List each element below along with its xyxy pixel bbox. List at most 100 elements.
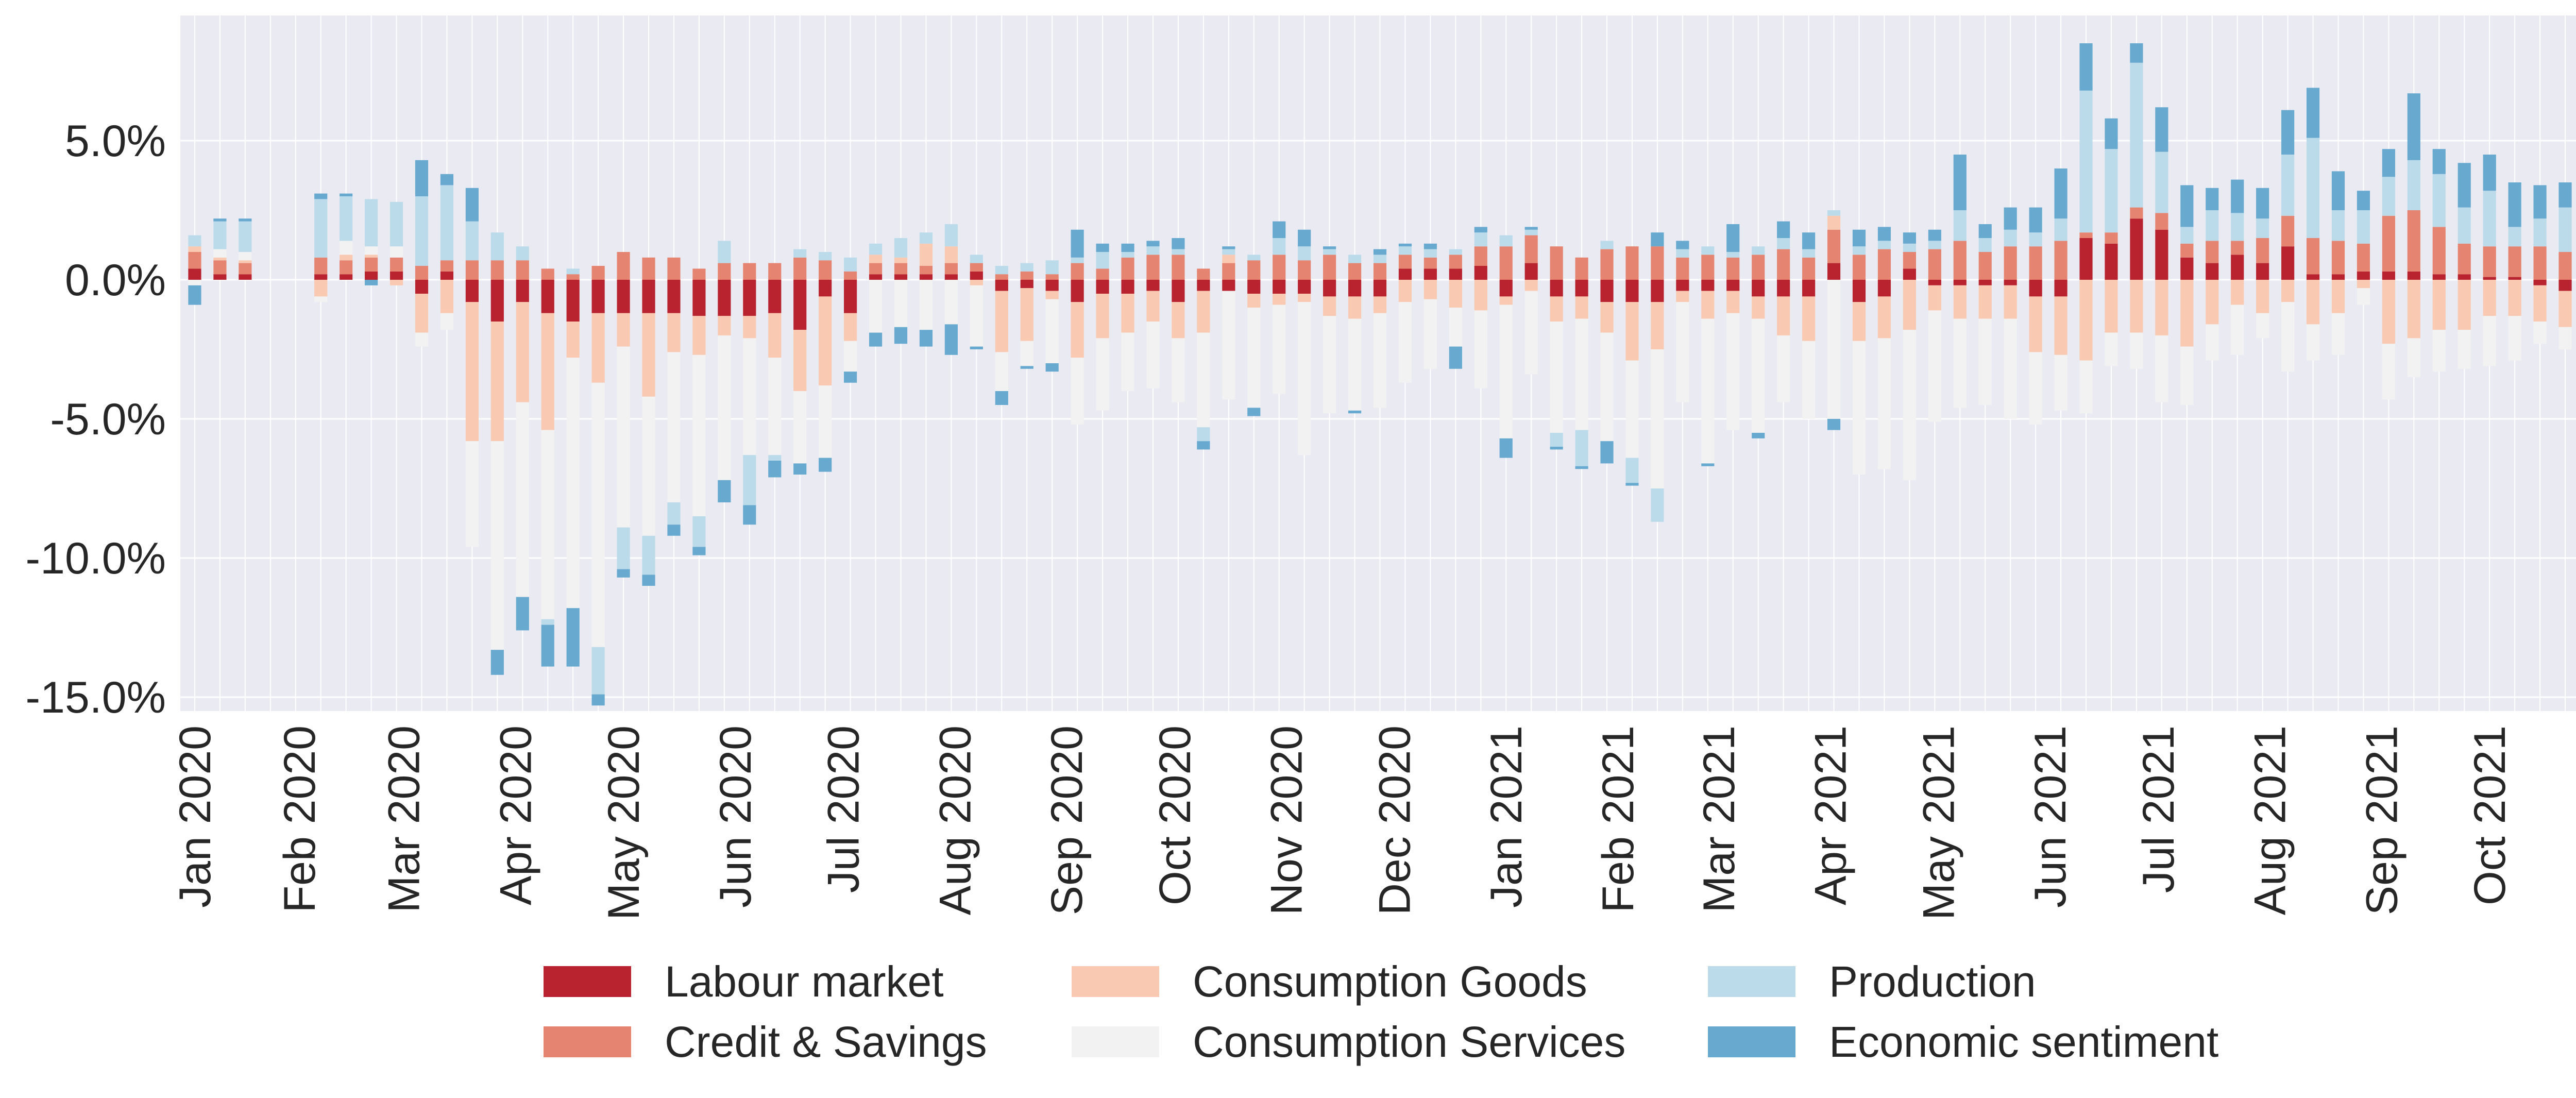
- bar-credit-savings: [1172, 255, 1185, 280]
- bar-labour-market: [314, 274, 328, 280]
- bar-consumption-services: [692, 354, 706, 516]
- bar-credit-savings: [1398, 255, 1412, 269]
- bar-labour-market: [1146, 280, 1160, 291]
- bar-labour-market: [1423, 268, 1437, 280]
- bar-consumption-goods: [389, 280, 403, 285]
- bar-economic-sentiment: [1373, 249, 1387, 255]
- bar-consumption-services: [1071, 358, 1084, 425]
- bar-credit-savings: [1978, 252, 1992, 280]
- legend-label-credit-savings: Credit & Savings: [665, 1018, 987, 1066]
- bar-credit-savings: [1777, 249, 1790, 280]
- bar-consumption-goods: [1197, 291, 1210, 333]
- bar-consumption-goods: [1222, 255, 1235, 263]
- legend-swatch-consumption-goods: [1072, 966, 1159, 997]
- bar-production: [1903, 243, 1916, 252]
- bar-production: [768, 455, 782, 461]
- bar-production: [1877, 241, 1891, 249]
- bar-consumption-services: [314, 296, 328, 302]
- bar-labour-market: [2432, 274, 2446, 280]
- bar-production: [1045, 260, 1059, 275]
- bar-labour-market: [1676, 280, 1689, 291]
- bar-economic-sentiment: [793, 463, 807, 475]
- bar-production: [213, 221, 227, 249]
- bar-labour-market: [2004, 280, 2017, 285]
- bar-credit-savings: [1928, 249, 1941, 280]
- bar-consumption-services: [995, 352, 1008, 391]
- bar-labour-market: [2130, 218, 2143, 280]
- bar-credit-savings: [465, 260, 479, 280]
- bar-production: [2281, 155, 2295, 216]
- bar-credit-savings: [2180, 243, 2194, 258]
- bar-consumption-goods: [2206, 280, 2219, 325]
- bar-economic-sentiment: [239, 218, 252, 222]
- bar-labour-market: [2558, 280, 2572, 291]
- bar-consumption-goods: [440, 280, 454, 313]
- bar-production: [2180, 227, 2194, 244]
- bar-consumption-services: [1827, 280, 1841, 419]
- bar-consumption-goods: [365, 255, 378, 258]
- bar-economic-sentiment: [692, 547, 706, 555]
- bar-production: [944, 224, 958, 247]
- bar-labour-market: [642, 280, 655, 313]
- bar-economic-sentiment: [1827, 419, 1841, 430]
- bar-credit-savings: [1903, 252, 1916, 269]
- bar-consumption-goods: [2231, 280, 2244, 305]
- bar-labour-market: [2533, 280, 2547, 285]
- bar-economic-sentiment: [516, 597, 529, 631]
- bar-consumption-goods: [869, 255, 883, 263]
- bar-economic-sentiment: [490, 650, 504, 675]
- bar-consumption-goods: [1877, 296, 1891, 339]
- bar-economic-sentiment: [819, 458, 832, 472]
- bar-credit-savings: [667, 257, 681, 280]
- bar-production: [1575, 430, 1588, 466]
- bar-economic-sentiment: [2206, 188, 2219, 210]
- legend-swatch-production: [1708, 966, 1795, 997]
- bar-labour-market: [2231, 255, 2244, 280]
- bar-consumption-services: [2079, 360, 2093, 414]
- bar-consumption-goods: [1726, 291, 1740, 313]
- bar-consumption-goods: [465, 302, 479, 442]
- bar-economic-sentiment: [1600, 441, 1614, 464]
- bar-production: [2558, 207, 2572, 252]
- bar-credit-savings: [1726, 257, 1740, 280]
- bar-consumption-services: [2155, 335, 2168, 402]
- x-tick-label: Jun 2021: [2026, 725, 2075, 908]
- bar-labour-market: [2382, 271, 2395, 280]
- bar-production: [1449, 249, 1462, 255]
- bar-production: [894, 238, 908, 258]
- legend-swatch-economic-sentiment: [1708, 1026, 1795, 1057]
- bar-consumption-goods: [2004, 285, 2017, 319]
- bar-credit-savings: [1273, 255, 1286, 280]
- bar-consumption-goods: [1474, 280, 1487, 311]
- bar-consumption-goods: [1323, 296, 1336, 316]
- bar-economic-sentiment: [365, 280, 378, 285]
- bar-consumption-services: [793, 391, 807, 464]
- bar-labour-market: [1348, 280, 1362, 297]
- bar-credit-savings: [1071, 263, 1084, 280]
- x-tick-label: Jan 2020: [171, 725, 220, 908]
- bar-credit-savings: [1600, 249, 1614, 280]
- bar-credit-savings: [188, 252, 201, 269]
- legend-label-consumption-services: Consumption Services: [1193, 1018, 1625, 1066]
- bar-consumption-services: [1676, 302, 1689, 402]
- bar-economic-sentiment: [541, 624, 554, 667]
- bar-economic-sentiment: [213, 218, 227, 222]
- bar-consumption-goods: [1247, 294, 1261, 308]
- bar-credit-savings: [389, 257, 403, 272]
- bar-consumption-services: [2281, 302, 2295, 372]
- bar-economic-sentiment: [2331, 171, 2345, 210]
- bar-economic-sentiment: [869, 332, 883, 347]
- bar-labour-market: [2029, 280, 2042, 297]
- bar-economic-sentiment: [591, 694, 605, 706]
- bar-consumption-services: [365, 246, 378, 255]
- bar-production: [1953, 210, 1967, 241]
- bar-production: [1524, 229, 1538, 235]
- bar-economic-sentiment: [1726, 224, 1740, 252]
- bar-consumption-goods: [1146, 291, 1160, 322]
- bar-consumption-goods: [2054, 296, 2067, 355]
- bar-credit-savings: [2357, 243, 2370, 272]
- bar-consumption-services: [1928, 310, 1941, 422]
- bar-labour-market: [340, 274, 353, 280]
- bar-labour-market: [1802, 280, 1816, 297]
- bar-economic-sentiment: [2407, 93, 2420, 160]
